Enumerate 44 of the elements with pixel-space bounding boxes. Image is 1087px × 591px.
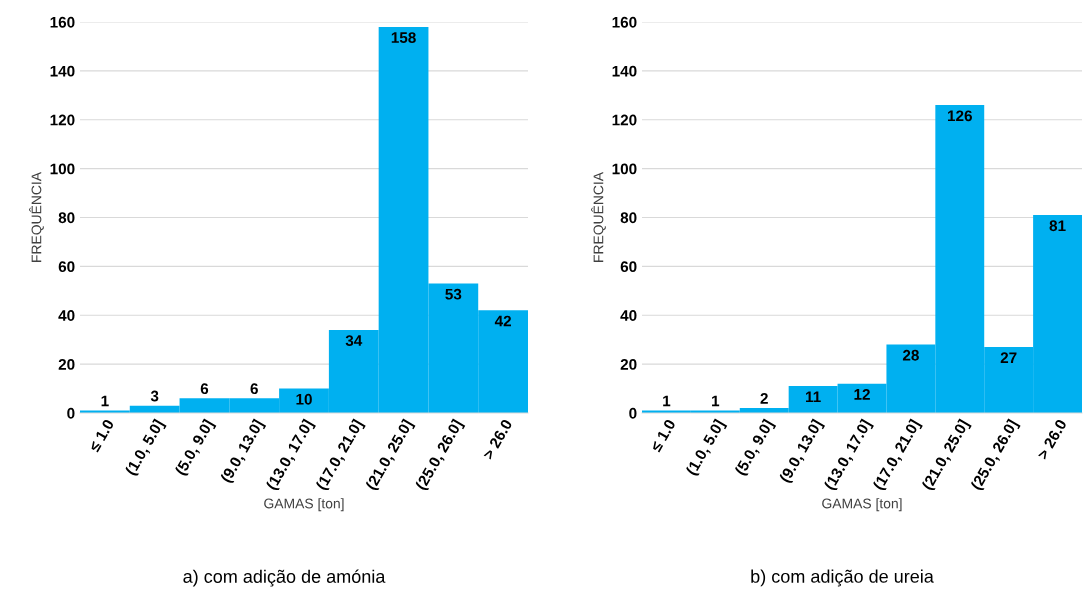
data-label: 158	[391, 32, 416, 43]
text: b) com adição de ureia	[751, 569, 934, 587]
data-label: 1	[101, 395, 109, 407]
y-tick-label: 40	[58, 310, 75, 321]
data-label: 6	[200, 383, 209, 395]
y-tick-label: 160	[612, 16, 637, 28]
data-label: 126	[948, 110, 972, 122]
y-tick-label: 140	[50, 65, 75, 77]
y-tick-label: 140	[612, 65, 637, 77]
data-label: 42	[494, 315, 511, 327]
x-tick-label: ≤ 1.0	[88, 418, 115, 453]
data-label: 81	[1049, 220, 1066, 232]
y-tick-label: 80	[620, 212, 637, 224]
y-tick-label: 20	[58, 358, 75, 370]
y-tick-label: 100	[50, 163, 75, 175]
text: a) com adição de amónia	[183, 569, 386, 587]
y-tick-label: 0	[629, 407, 637, 419]
data-label: 11	[806, 391, 821, 403]
data-label: 28	[902, 349, 919, 361]
data-label: 6	[250, 383, 258, 395]
y-tick-label: 20	[620, 358, 637, 370]
y-tick-label: 100	[612, 163, 637, 175]
data-label: 53	[445, 288, 462, 300]
x-tick-label: ≤ 1.0	[650, 418, 676, 453]
y-axis-title: FREQUÊNCIA	[29, 172, 44, 262]
x-axis-title: GAMAS [ton]	[822, 498, 902, 512]
y-tick-label: 120	[612, 114, 637, 126]
data-label: 3	[150, 390, 159, 402]
data-label: 34	[345, 335, 363, 347]
y-tick-label: 60	[620, 261, 637, 273]
data-label: 10	[296, 393, 312, 405]
data-label: 2	[760, 393, 768, 404]
y-tick-label: 160	[50, 16, 75, 28]
y-tick-label: 0	[67, 407, 75, 419]
y-tick-label: 80	[58, 212, 75, 224]
data-label: 27	[1000, 352, 1017, 363]
data-label: 1	[712, 395, 720, 407]
y-tick-label: 120	[50, 114, 75, 126]
x-axis-title: GAMAS [ton]	[264, 498, 344, 512]
data-label: 1	[663, 395, 671, 407]
data-label: 12	[854, 388, 870, 400]
y-axis-title: FREQUÊNCIA	[591, 172, 606, 262]
y-tick-label: 60	[58, 261, 75, 273]
y-tick-label: 40	[620, 310, 637, 321]
